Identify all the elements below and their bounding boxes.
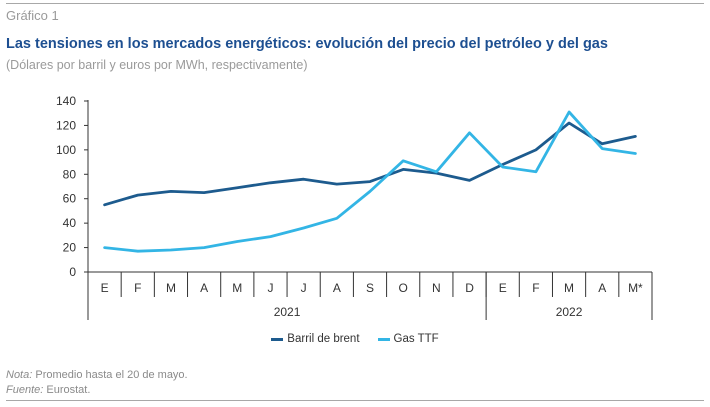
x-tick-label: F bbox=[532, 281, 539, 295]
x-tick-label: M bbox=[564, 281, 574, 295]
chart-legend: Barril de brent Gas TTF bbox=[0, 333, 710, 345]
y-tick-label: 60 bbox=[63, 192, 77, 206]
legend-label-gas: Gas TTF bbox=[393, 333, 439, 345]
legend-swatch-gas bbox=[377, 337, 390, 341]
year-label: 2021 bbox=[274, 305, 301, 319]
note-line: Nota: Promedio hasta el 20 de mayo. bbox=[6, 368, 188, 383]
x-tick-label: A bbox=[598, 281, 606, 295]
x-tick-label: A bbox=[333, 281, 341, 295]
y-tick-label: 0 bbox=[69, 265, 76, 279]
x-tick-label: M bbox=[166, 281, 176, 295]
line-chart: 0 20 40 60 80 100 120 140 E F M A M J J A S O N D E F M A M* 2021… bbox=[56, 94, 653, 320]
y-tick-label: 140 bbox=[56, 94, 76, 108]
x-tick-label: O bbox=[399, 281, 408, 295]
x-tick-label: N bbox=[432, 281, 441, 295]
figure-label: Gráfico 1 bbox=[6, 8, 59, 23]
y-tick-label: 20 bbox=[63, 241, 77, 255]
x-tick-label: J bbox=[267, 281, 273, 295]
x-tick-label: S bbox=[366, 281, 374, 295]
x-tick-label: J bbox=[301, 281, 307, 295]
year-label: 2022 bbox=[556, 305, 583, 319]
y-tick-label: 40 bbox=[63, 216, 77, 230]
x-tick-label: E bbox=[101, 281, 109, 295]
source-line: Fuente: Eurostat. bbox=[6, 383, 188, 398]
chart-title: Las tensiones en los mercados energético… bbox=[6, 36, 608, 52]
x-tick-label: A bbox=[200, 281, 208, 295]
x-tick-label: D bbox=[465, 281, 474, 295]
y-tick-label: 80 bbox=[63, 167, 77, 181]
top-rule bbox=[6, 3, 704, 4]
legend-label-brent: Barril de brent bbox=[287, 333, 360, 345]
legend-item-brent: Barril de brent bbox=[271, 333, 360, 345]
legend-swatch-brent bbox=[271, 337, 284, 341]
source-text: Eurostat. bbox=[43, 384, 91, 396]
x-tick-label: M* bbox=[628, 281, 643, 295]
bottom-rule bbox=[6, 400, 704, 401]
y-tick-label: 120 bbox=[56, 118, 76, 132]
chart-subtitle: (Dólares por barril y euros por MWh, res… bbox=[6, 58, 308, 72]
source-label: Fuente: bbox=[6, 384, 44, 396]
y-tick-label: 100 bbox=[56, 143, 76, 157]
x-tick-label: M bbox=[232, 281, 242, 295]
legend-item-gas: Gas TTF bbox=[377, 333, 439, 345]
x-tick-label: E bbox=[499, 281, 507, 295]
x-tick-label: F bbox=[134, 281, 141, 295]
footnotes: Nota: Promedio hasta el 20 de mayo. Fuen… bbox=[6, 368, 188, 398]
note-label: Nota: bbox=[6, 369, 33, 381]
note-text: Promedio hasta el 20 de mayo. bbox=[32, 369, 188, 381]
